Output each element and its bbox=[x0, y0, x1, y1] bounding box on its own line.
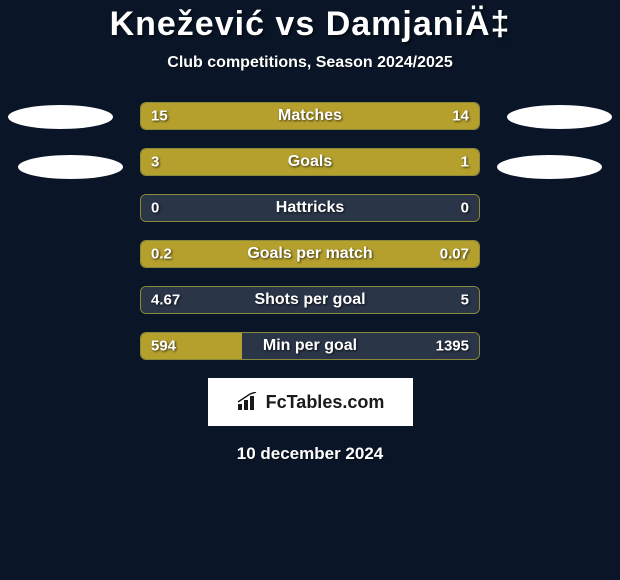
stat-value-left: 15 bbox=[151, 108, 168, 125]
stat-value-left: 0.2 bbox=[151, 246, 172, 263]
stat-row: 3 1 Goals bbox=[140, 148, 480, 176]
stat-value-left: 4.67 bbox=[151, 292, 180, 309]
player-right-oval-2 bbox=[497, 155, 602, 179]
player-left-oval-2 bbox=[18, 155, 123, 179]
page-title: Knežević vs DamjaniÄ‡ bbox=[0, 5, 620, 44]
stat-label: Goals bbox=[288, 153, 332, 171]
stat-row: 594 1395 Min per goal bbox=[140, 332, 480, 360]
player-left-oval-1 bbox=[8, 105, 113, 129]
chart-area: 15 14 Matches 3 1 Goals 0 0 Hattricks 0.2 0.07 Goal… bbox=[0, 102, 620, 360]
stat-label: Hattricks bbox=[276, 199, 344, 217]
stat-value-right: 0.07 bbox=[440, 246, 469, 263]
stat-value-left: 594 bbox=[151, 338, 176, 355]
subtitle: Club competitions, Season 2024/2025 bbox=[0, 54, 620, 72]
stat-value-left: 3 bbox=[151, 154, 159, 171]
logo-text: FcTables.com bbox=[266, 392, 385, 413]
stat-row: 0.2 0.07 Goals per match bbox=[140, 240, 480, 268]
stat-value-right: 1395 bbox=[436, 338, 469, 355]
player-right-oval-1 bbox=[507, 105, 612, 129]
chart-icon bbox=[236, 392, 260, 412]
stat-bars: 15 14 Matches 3 1 Goals 0 0 Hattricks 0.2 0.07 Goal… bbox=[140, 102, 480, 360]
stat-row: 0 0 Hattricks bbox=[140, 194, 480, 222]
stat-value-right: 0 bbox=[461, 200, 469, 217]
stat-value-right: 14 bbox=[452, 108, 469, 125]
stat-value-right: 1 bbox=[461, 154, 469, 171]
stat-label: Min per goal bbox=[263, 337, 357, 355]
bar-fill-left bbox=[141, 149, 395, 175]
stat-label: Shots per goal bbox=[254, 291, 365, 309]
fctables-logo[interactable]: FcTables.com bbox=[208, 378, 413, 426]
stat-value-left: 0 bbox=[151, 200, 159, 217]
stat-row: 15 14 Matches bbox=[140, 102, 480, 130]
comparison-widget: Knežević vs DamjaniÄ‡ Club competitions,… bbox=[0, 0, 620, 464]
date: 10 december 2024 bbox=[0, 444, 620, 464]
stat-row: 4.67 5 Shots per goal bbox=[140, 286, 480, 314]
stat-label: Goals per match bbox=[247, 245, 372, 263]
stat-value-right: 5 bbox=[461, 292, 469, 309]
stat-label: Matches bbox=[278, 107, 342, 125]
